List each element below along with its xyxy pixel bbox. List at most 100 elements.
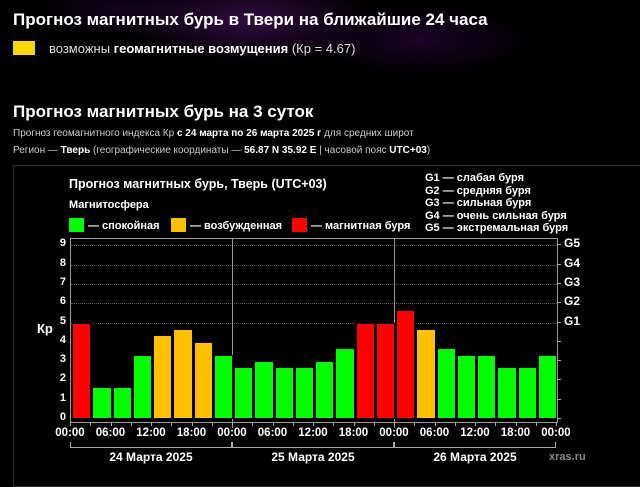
right-axis-tick (557, 340, 561, 342)
region-info: Регион — Тверь (географические координат… (13, 145, 431, 156)
kp-bar[interactable] (537, 354, 557, 419)
x-tick (394, 422, 395, 426)
kp-bar[interactable] (456, 354, 476, 419)
gridline (71, 322, 557, 324)
x-tick (211, 422, 213, 426)
kp-bar[interactable] (234, 367, 254, 419)
kp-bar[interactable] (112, 386, 132, 419)
page-title: Прогноз магнитных бурь в Твери на ближай… (13, 10, 488, 29)
x-tick (333, 422, 335, 426)
day-label: 25 Марта 2025 (271, 450, 355, 464)
x-tick (151, 422, 152, 426)
legend-item-quiet: — спокойная (69, 218, 160, 232)
x-tick-label: 12:00 (298, 427, 328, 439)
kp-bar[interactable] (92, 386, 112, 419)
x-tick (313, 422, 314, 426)
kp-bar[interactable] (355, 322, 375, 419)
forecast-period: Прогноз геомагнитного индекса Кр с 24 ма… (13, 128, 414, 139)
current-status: возможны геомагнитные возмущения (Кр = 4… (13, 41, 355, 56)
x-tick-label: 06:00 (257, 427, 288, 439)
right-axis-tick (557, 379, 561, 381)
right-axis-tick (557, 321, 561, 323)
gridline (71, 283, 557, 285)
kp-bar[interactable] (315, 361, 335, 419)
plot-area (70, 238, 558, 428)
kp-bar[interactable] (517, 367, 537, 419)
kp-bar[interactable] (416, 328, 436, 419)
x-tick-label: 00:00 (217, 427, 247, 439)
day-separator (232, 239, 233, 428)
right-axis-tick (557, 418, 561, 419)
kp-bar[interactable] (294, 367, 314, 419)
right-axis-tick (557, 244, 561, 246)
x-tick (191, 422, 193, 426)
y-tick-label: 8 (59, 256, 66, 269)
chart-panel (13, 165, 640, 487)
kp-bar[interactable] (274, 367, 294, 419)
x-tick (171, 422, 173, 426)
y-tick-label: 5 (59, 314, 66, 327)
x-tick (90, 422, 92, 426)
storm-level-label: G3 (564, 274, 581, 289)
y-tick-label: 7 (59, 275, 66, 288)
gridline (71, 264, 557, 266)
kp-bar[interactable] (477, 354, 497, 419)
x-tick (232, 422, 233, 426)
status-color-swatch (13, 41, 35, 55)
kp-bar[interactable] (396, 309, 416, 419)
storm-level-label: G1 (564, 313, 581, 328)
kp-bar[interactable] (173, 328, 193, 419)
kp-bar[interactable] (193, 341, 213, 419)
legend-item-storm: — магнитная буря (292, 218, 410, 232)
kp-bar[interactable] (436, 348, 456, 419)
kp-bar[interactable] (213, 354, 233, 419)
storm-level-label: G5 (564, 236, 581, 251)
kp-bar[interactable] (254, 361, 274, 419)
y-tick-label: 9 (59, 237, 66, 250)
x-tick (252, 422, 254, 426)
y-tick-label: 1 (59, 391, 66, 404)
kp-bar[interactable] (497, 367, 517, 419)
credit-link[interactable]: xras.ru (549, 451, 586, 463)
aurora-background (0, 0, 640, 110)
x-tick (535, 422, 537, 426)
right-axis-tick (557, 360, 561, 362)
y-axis-label: Кр (37, 321, 53, 336)
gridline (71, 303, 557, 305)
x-tick (373, 422, 375, 426)
x-tick (130, 422, 132, 426)
kp-bar[interactable] (335, 348, 355, 419)
kp-bar[interactable] (153, 335, 173, 419)
y-tick-label: 4 (59, 333, 66, 346)
storm-level-label: G2 (564, 294, 581, 309)
y-tick-label: 6 (59, 295, 66, 308)
x-tick (434, 422, 436, 426)
x-tick-label: 12:00 (460, 427, 490, 439)
legend-item-active: — возбужденная (171, 218, 282, 232)
x-tick-label: 18:00 (500, 427, 531, 439)
kp-bar[interactable] (72, 322, 92, 419)
x-tick-label: 00:00 (541, 427, 571, 439)
y-tick-label: 3 (59, 353, 66, 366)
x-tick (495, 422, 497, 426)
legend-title: Магнитосфера (69, 199, 149, 211)
day-label: 26 Марта 2025 (433, 450, 517, 464)
x-tick-label: 18:00 (176, 427, 207, 439)
right-axis-tick (557, 263, 561, 265)
kp-bar[interactable] (375, 322, 395, 419)
x-tick (70, 422, 71, 426)
x-tick (414, 422, 416, 426)
x-tick-label: 18:00 (338, 427, 369, 439)
x-tick (110, 422, 112, 426)
right-axis-tick (557, 302, 561, 304)
kp-bar[interactable] (132, 354, 152, 419)
chart-title: Прогноз магнитных бурь, Тверь (UTC+03) (69, 177, 327, 191)
y-tick-label: 2 (59, 372, 66, 385)
x-tick (272, 422, 274, 426)
x-tick (454, 422, 456, 426)
y-tick-label: 0 (59, 411, 66, 423)
section-title: Прогноз магнитных бурь на 3 суток (13, 102, 314, 121)
right-axis-tick (557, 398, 561, 400)
x-tick-label: 06:00 (419, 427, 450, 439)
day-bracket (70, 442, 232, 448)
